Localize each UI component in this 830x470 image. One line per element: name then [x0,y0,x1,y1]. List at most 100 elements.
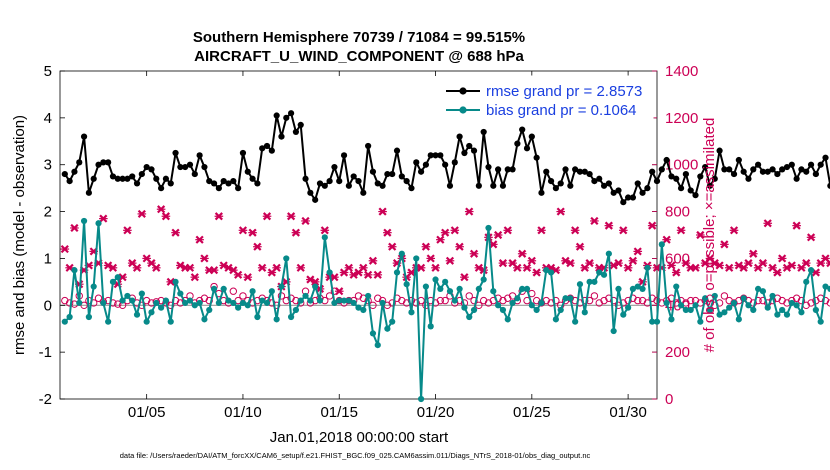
obs-assimilated-point [257,263,267,272]
bias-point [254,313,261,321]
obs-assimilated-point [383,228,392,237]
rmse-point [740,168,747,175]
bias-point [109,278,117,285]
data-file-note: data file: /Users/raeder/DAI/ATM_forcXX/… [120,451,591,460]
rmse-point [158,185,165,192]
obs-assimilated-stroke [826,259,830,265]
rmse-point [793,175,800,182]
bias-point [490,288,497,295]
rmse-point [153,175,160,182]
obs-assimilated-point [373,270,383,279]
series-layer [61,110,830,403]
bias-point [620,311,627,318]
rmse-point [80,133,88,140]
bias-point [186,297,194,304]
bias-point [235,304,242,311]
x-tick-label: 01/05 [128,404,166,421]
bias-point [196,299,203,307]
rmse-point [331,163,338,171]
rmse-point [596,175,603,182]
obs-assimilated-point [253,242,262,251]
legend: rmse grand pr = 2.8573 bias grand pr = 0… [442,75,654,125]
rmse-point [177,163,184,171]
bias-point [76,299,83,307]
bias-point [533,306,540,314]
rmse-point [283,114,290,121]
rmse-point [547,178,555,185]
rmse-point [182,163,189,171]
obs-assimilated-point [70,223,79,233]
obs-assimilated-point [296,263,306,272]
rmse-point [759,168,767,175]
rmse-point [519,126,526,133]
bias-point [80,217,88,225]
rmse-point [133,180,141,187]
obs-assimilated-point [190,273,200,282]
rmse-point [706,182,714,189]
obs-assimilated-point [696,230,705,240]
obs-possible-point [687,296,695,305]
bias-point [817,318,824,325]
rmse-point [273,112,280,119]
rmse-point [702,163,709,171]
rmse-point [812,170,819,178]
bias-point [297,297,304,304]
rmse-point [644,185,651,192]
rmse-point [422,161,430,168]
rmse-point [312,196,319,203]
obs-assimilated-point [667,261,676,270]
rmse-point [379,182,386,189]
rmse-point [735,156,742,164]
x-tick-label: 01/20 [417,404,455,421]
obs-assimilated-point [724,263,734,272]
obs-assimilated-point [566,259,575,268]
y2-tick-label: 1000 [665,157,698,174]
bias-point [702,295,709,302]
rmse-point [605,180,612,187]
bias-point [374,342,381,349]
rmse-point [653,178,661,185]
rmse-point [514,140,521,147]
obs-possible-point [65,299,74,307]
rmse-point [755,161,762,168]
y-tick-label: 5 [44,63,52,80]
bias-point [716,311,723,318]
bias-point [215,299,222,307]
rmse-point [268,147,275,154]
bias-point [615,285,622,292]
bias-point [287,313,295,321]
obs-assimilated-point [801,259,811,268]
rmse-point [292,128,300,136]
rmse-point [389,170,396,178]
bias-point [100,299,107,307]
bias-point [307,297,314,304]
rmse-point [316,180,324,187]
obs-possible-point [590,292,599,300]
bias-point [119,297,126,304]
rmse-point [774,170,781,178]
bias-point [726,304,733,311]
x-tick-label: 01/30 [609,404,647,421]
obs-assimilated-point [513,263,522,272]
y2-axis-label: # of obs: o=possible; ×=assimilated [701,118,718,353]
obs-assimilated-point [763,219,773,228]
rmse-point [610,189,617,196]
bias-point [812,306,819,314]
bias-point [504,316,511,323]
obs-assimilated-point [450,226,460,235]
rmse-point [682,170,689,178]
y2-tick-label: 1400 [665,63,698,80]
bias-point [586,278,593,285]
obs-assimilated-point [286,212,296,221]
obs-assimilated-point [633,247,643,256]
bias-point [480,276,487,283]
bias-point [514,295,521,302]
bias-point [466,313,473,321]
obs-assimilated-point [161,212,171,221]
bias-point [403,281,410,288]
obs-assimilated-point [715,261,724,270]
bias-point [360,306,367,314]
bias-point [461,304,468,311]
rmse-point [533,154,540,161]
obs-assimilated-point [151,263,161,272]
